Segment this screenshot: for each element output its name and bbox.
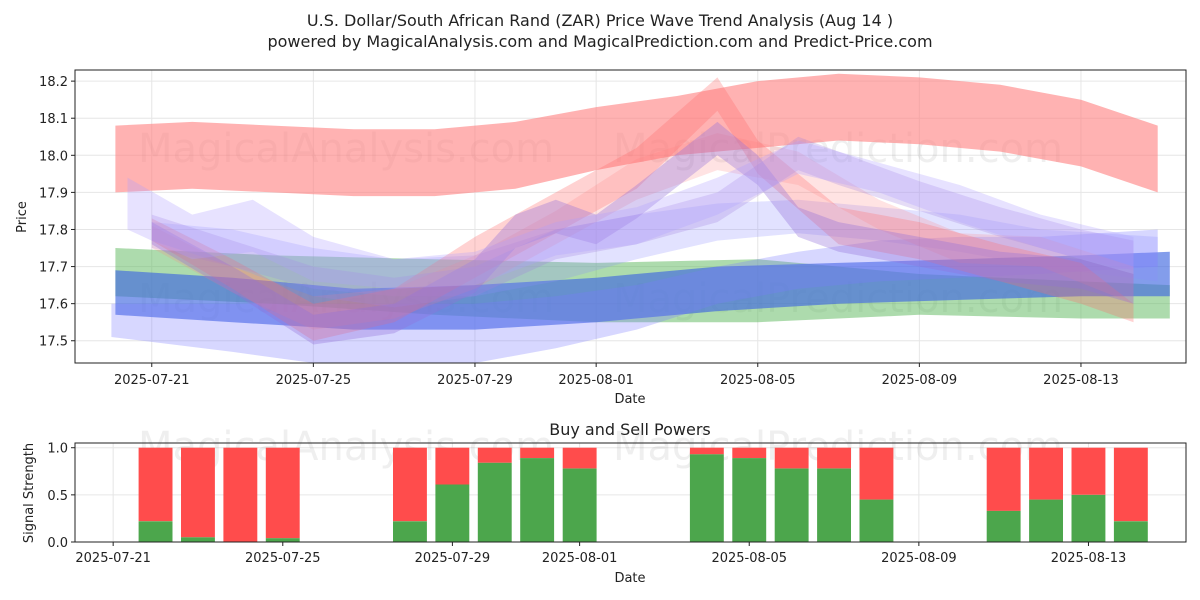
- sell-bar: [774, 447, 809, 469]
- buy-bar: [774, 468, 809, 542]
- buy-bar: [1029, 499, 1063, 542]
- band-blue-lower-band: [111, 229, 1158, 363]
- price-wave-panel: MagicalAnalysis.com MagicalPrediction.co…: [15, 69, 1187, 407]
- top-x-tick-label: 2025-08-05: [720, 373, 796, 388]
- chart-title: U.S. Dollar/South African Rand (ZAR) Pri…: [307, 11, 893, 30]
- buy-bar: [817, 468, 851, 542]
- sell-bar: [1029, 447, 1063, 500]
- buy-bar: [477, 462, 512, 542]
- buy-bar: [520, 458, 555, 542]
- top-x-tick-label: 2025-07-21: [114, 373, 190, 388]
- top-x-tick-label: 2025-08-01: [558, 373, 634, 388]
- band-red-wave-b: [151, 133, 1134, 330]
- sell-bar: [435, 447, 470, 485]
- bottom-x-tick-label: 2025-08-05: [711, 551, 787, 566]
- buy-sell-panel: Buy and Sell Powers MagicalAnalysis.com …: [22, 420, 1187, 586]
- top-y-tick-label: 18.2: [39, 75, 68, 90]
- bottom-y-axis-label: Signal Strength: [22, 443, 37, 543]
- sell-bar: [138, 447, 173, 522]
- top-y-tick-label: 17.9: [39, 186, 68, 201]
- bottom-y-tick-label: 0.5: [47, 489, 68, 504]
- bottom-x-tick-label: 2025-07-25: [245, 551, 321, 566]
- top-y-tick-label: 17.5: [39, 335, 68, 350]
- sell-bar: [181, 447, 215, 538]
- band-blue-band: [115, 251, 1170, 330]
- chart-subtitle: powered by MagicalAnalysis.com and Magic…: [267, 32, 932, 51]
- bottom-x-tick-label: 2025-08-13: [1051, 551, 1127, 566]
- buy-bar: [265, 538, 300, 542]
- price-bands: [111, 73, 1170, 363]
- top-x-axis-label: Date: [614, 392, 645, 407]
- buy-bar: [732, 458, 767, 542]
- top-x-tick-label: 2025-07-25: [276, 373, 352, 388]
- top-y-axis-label: Price: [15, 201, 30, 233]
- sell-bar: [732, 447, 767, 459]
- buy-bar: [562, 468, 597, 542]
- buy-bar: [1113, 521, 1148, 542]
- bottom-x-tick-label: 2025-07-21: [75, 551, 151, 566]
- top-y-tick-label: 18.1: [39, 112, 68, 127]
- sell-bar: [393, 447, 427, 522]
- bottom-panel-title: Buy and Sell Powers: [549, 420, 711, 439]
- top-x-axis: 2025-07-21 2025-07-25 2025-07-29 2025-08-01…: [114, 363, 1119, 388]
- buy-bar: [689, 454, 724, 542]
- buy-bar: [181, 537, 215, 542]
- buy-sell-bars: [138, 447, 1148, 542]
- sell-bar: [1113, 447, 1148, 522]
- buy-bar: [1071, 494, 1106, 542]
- top-y-tick-label: 17.7: [39, 261, 68, 276]
- bottom-x-axis-label: Date: [614, 571, 645, 586]
- sell-bar: [817, 447, 851, 469]
- bottom-x-axis: 2025-07-21 2025-07-25 2025-07-29 2025-08-01…: [75, 542, 1126, 566]
- top-y-tick-label: 17.6: [39, 298, 68, 313]
- sell-bar: [1071, 447, 1106, 495]
- band-purple-wave-b: [151, 136, 1134, 308]
- bottom-x-tick-label: 2025-08-09: [881, 551, 957, 566]
- sell-bar: [520, 447, 555, 459]
- band-lilac-wave: [127, 140, 1134, 289]
- sell-bar: [986, 447, 1021, 511]
- band-red-wide-band: [115, 73, 1158, 197]
- sell-bar: [477, 447, 512, 463]
- top-y-tick-label: 17.8: [39, 223, 68, 238]
- sell-bar: [265, 447, 300, 539]
- top-y-axis: 17.5 17.6 17.7 17.8 17.9 18.0 18.1 18.2: [39, 75, 75, 350]
- top-x-tick-label: 2025-08-09: [882, 373, 958, 388]
- sell-bar: [859, 447, 894, 500]
- top-x-tick-label: 2025-07-29: [437, 373, 513, 388]
- bottom-plot-frame: [74, 442, 1187, 543]
- buy-bar: [435, 484, 470, 542]
- top-plot-frame: [74, 69, 1187, 364]
- buy-bar: [138, 521, 173, 542]
- sell-bar: [689, 447, 724, 455]
- sell-bar: [223, 447, 258, 542]
- buy-bar: [986, 510, 1021, 542]
- top-y-tick-label: 18.0: [39, 149, 68, 164]
- sell-bar: [562, 447, 597, 469]
- top-x-tick-label: 2025-08-13: [1043, 373, 1119, 388]
- buy-bar: [393, 521, 427, 542]
- bottom-y-axis: 0.0 0.5 1.0: [47, 442, 75, 551]
- bottom-x-tick-label: 2025-08-01: [542, 551, 618, 566]
- bottom-y-tick-label: 1.0: [47, 442, 68, 457]
- bottom-x-tick-label: 2025-07-29: [415, 551, 491, 566]
- buy-bar: [859, 499, 894, 542]
- band-blue-upper-band: [151, 199, 1158, 297]
- bottom-y-tick-label: 0.0: [47, 536, 68, 551]
